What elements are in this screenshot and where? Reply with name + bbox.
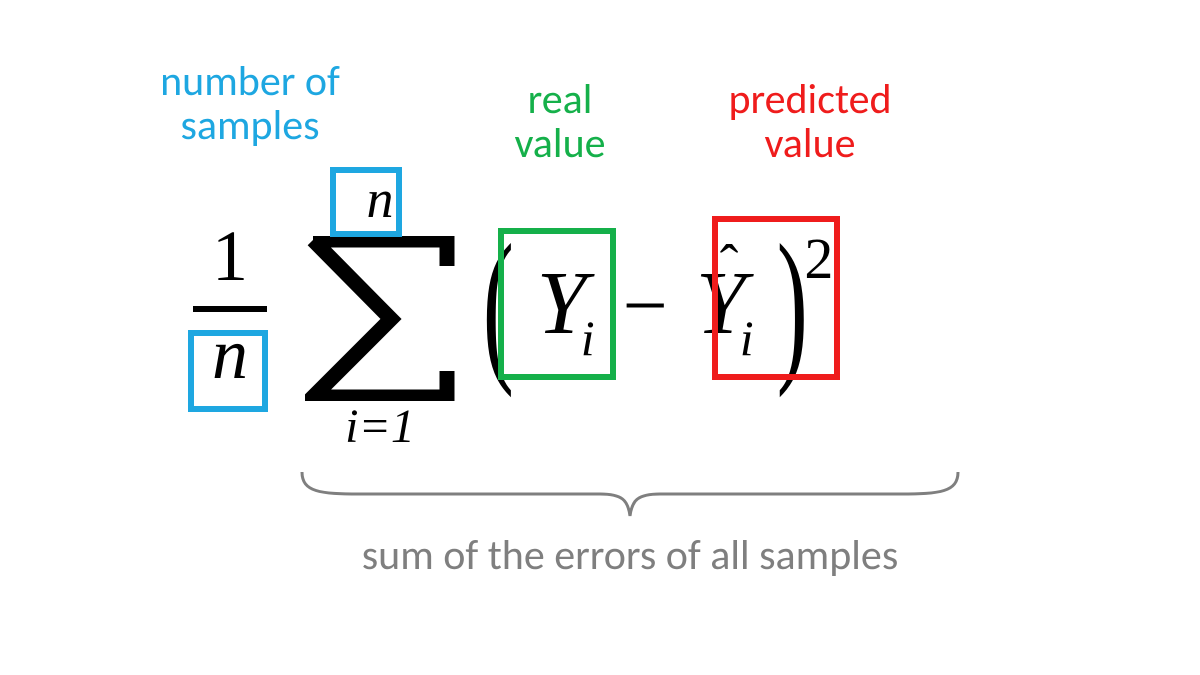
label-predicted-value: predicted value: [680, 78, 940, 166]
minus-sign: −: [623, 261, 668, 352]
label-real-value: real value: [470, 78, 650, 166]
summation-lower-limit: i=1: [295, 403, 465, 451]
sigma-icon: [305, 236, 455, 401]
highlight-box-n-upper: [330, 167, 402, 237]
highlight-box-real-value: [498, 228, 616, 380]
highlight-box-n-denominator: [188, 330, 268, 412]
fraction-numerator: 1: [185, 220, 275, 300]
underbrace-icon: [300, 470, 960, 520]
diagram-stage: number of samples real value predicted v…: [0, 0, 1200, 675]
fraction-bar: [193, 306, 267, 312]
highlight-box-predicted-value: [712, 216, 840, 380]
label-sum-of-errors: sum of the errors of all samples: [290, 530, 970, 581]
label-number-of-samples: number of samples: [120, 60, 380, 148]
